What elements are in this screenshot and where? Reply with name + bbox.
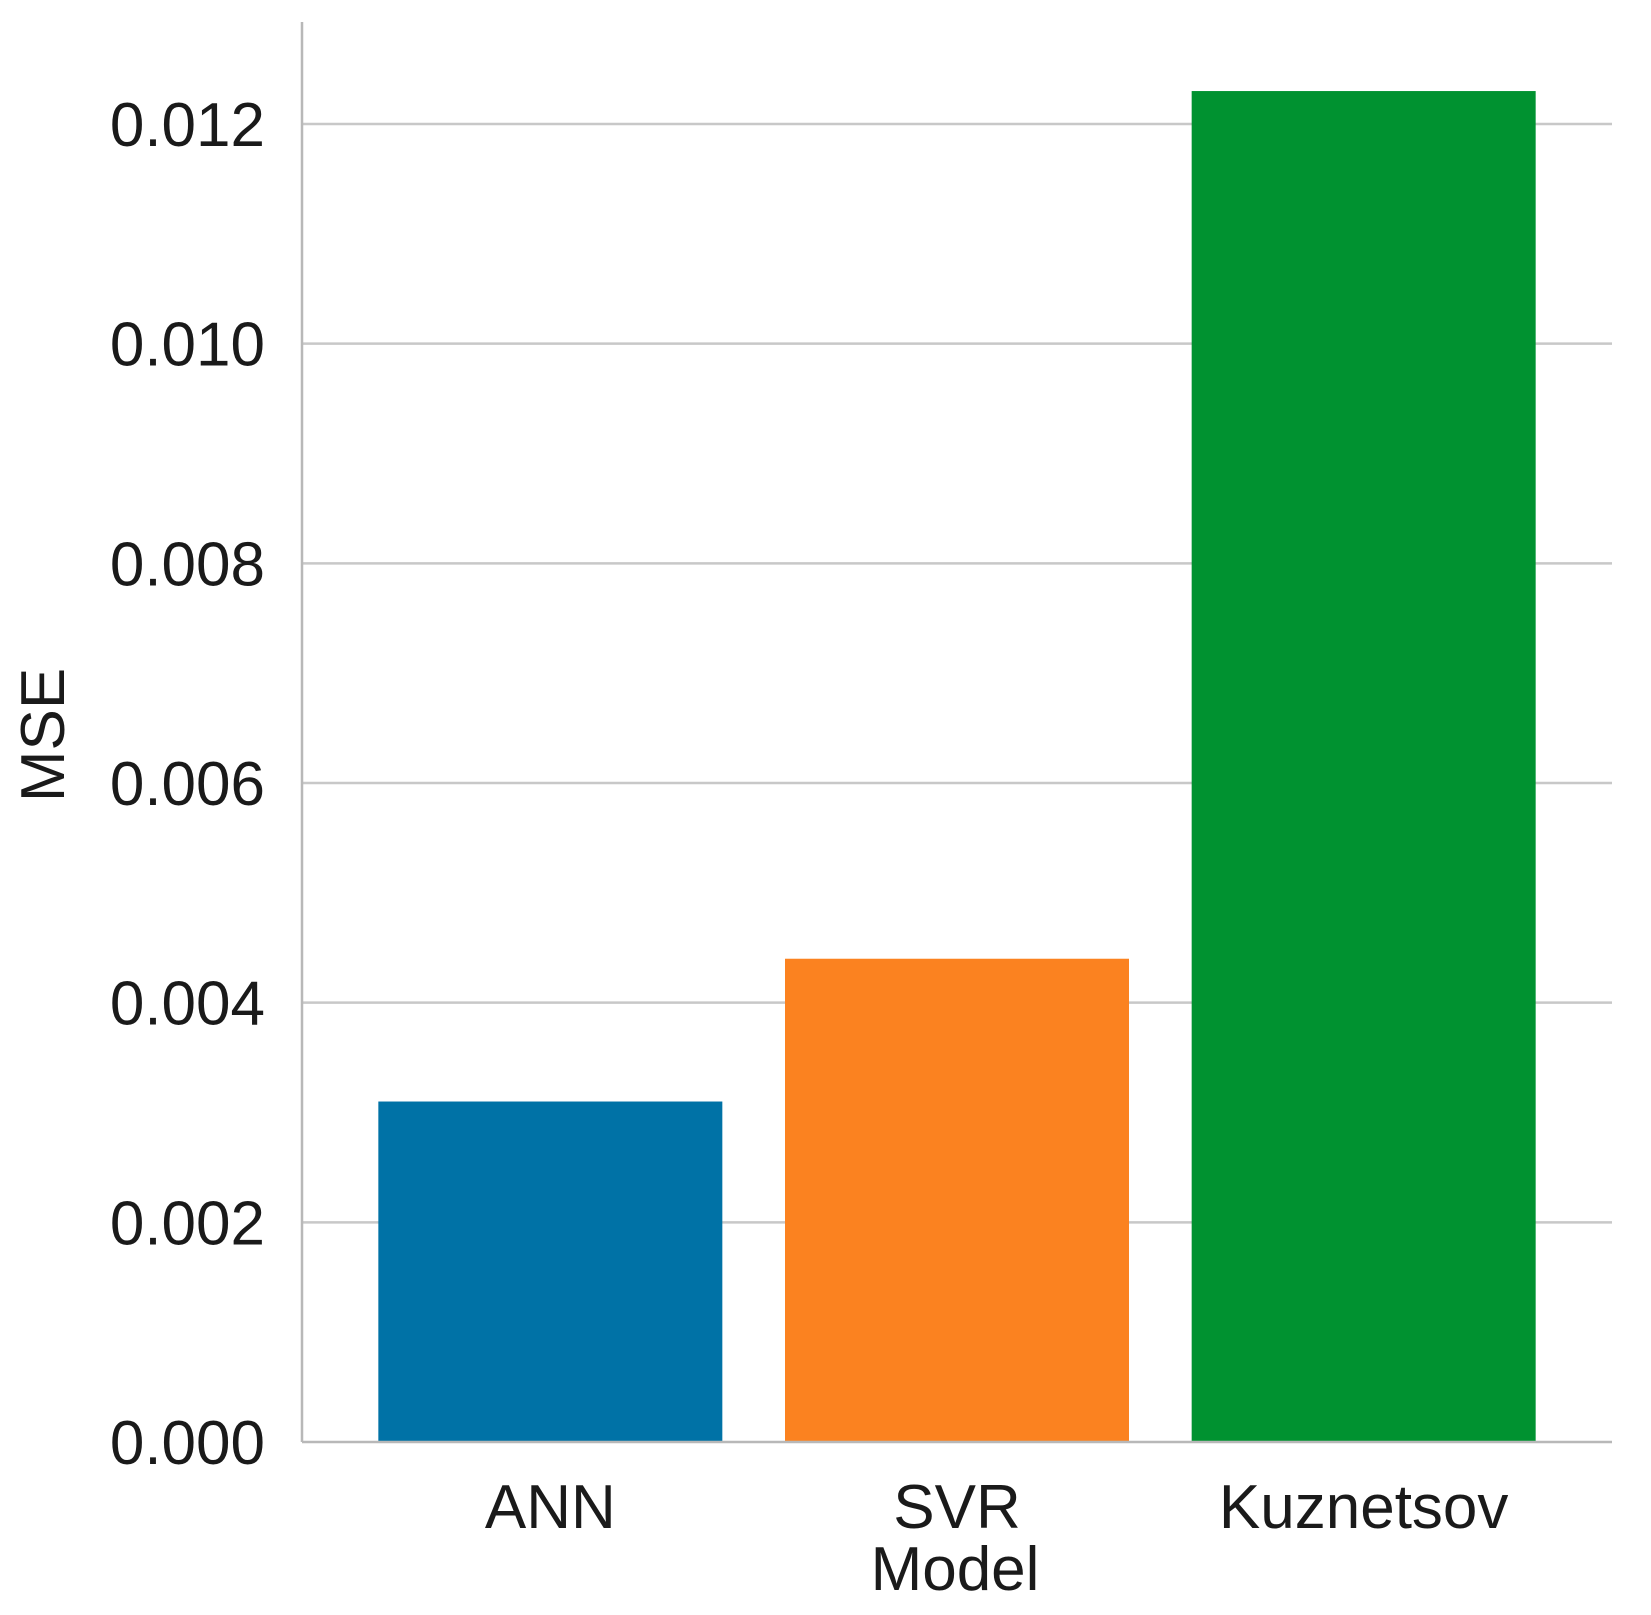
y-tick-label: 0.004	[110, 970, 265, 1039]
y-tick-label: 0.008	[110, 530, 265, 599]
y-tick-label: 0.000	[110, 1409, 265, 1478]
x-tick-label: Kuznetsov	[1219, 1473, 1509, 1542]
y-axis-label: MSE	[9, 668, 78, 802]
bar-svr	[785, 958, 1129, 1442]
y-tick-labels: 0.000 0.002 0.004 0.006 0.008 0.010 0.012	[110, 91, 265, 1478]
x-tick-label: SVR	[893, 1473, 1020, 1542]
x-tick-labels: ANN SVR Kuznetsov	[485, 1473, 1509, 1542]
x-axis-label: Model	[871, 1535, 1040, 1604]
y-tick-label: 0.012	[110, 91, 265, 160]
bars	[378, 91, 1536, 1442]
y-tick-label: 0.006	[110, 750, 265, 819]
bar-ann	[378, 1101, 723, 1442]
y-tick-label: 0.010	[110, 311, 265, 380]
x-tick-label: ANN	[485, 1473, 616, 1542]
axes	[300, 22, 1612, 1444]
y-tick-label: 0.002	[110, 1189, 265, 1258]
bar-kuznetsov	[1191, 91, 1536, 1442]
